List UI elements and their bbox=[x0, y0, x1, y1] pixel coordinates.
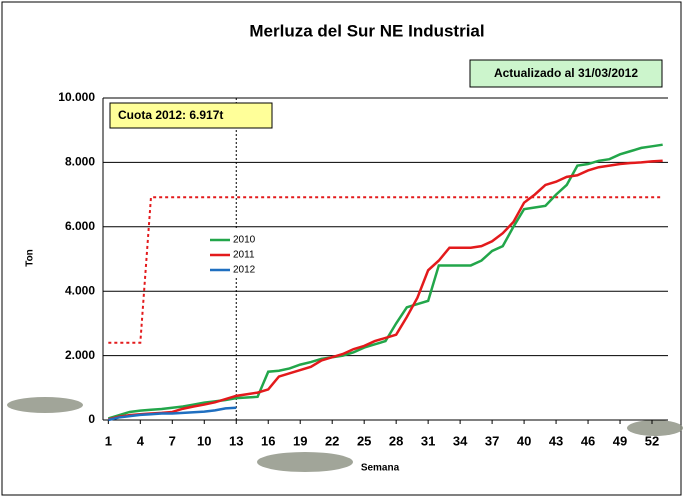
fish bbox=[7, 397, 683, 472]
x-tick-label: 16 bbox=[261, 433, 275, 448]
series-line bbox=[108, 159, 663, 421]
y-tick-label: 0 bbox=[88, 412, 95, 426]
update-box bbox=[469, 59, 663, 88]
x-tick-label: 34 bbox=[453, 433, 468, 448]
x-tick-label: 7 bbox=[169, 433, 176, 448]
x-tick-label: 31 bbox=[421, 433, 435, 448]
x-tick-label: 37 bbox=[485, 433, 499, 448]
x-axis-label: Semana bbox=[361, 463, 400, 474]
x-tick-label: 4 bbox=[137, 433, 145, 448]
x-tick-label: 43 bbox=[549, 433, 563, 448]
legend-label: 2011 bbox=[233, 250, 255, 261]
series-line bbox=[108, 406, 237, 422]
x-tick-label: 10 bbox=[197, 433, 211, 448]
x-tick-label: 49 bbox=[613, 433, 627, 448]
series-line bbox=[107, 143, 663, 420]
y-axis-label: Ton bbox=[25, 249, 36, 267]
y-tick-label: 10.000 bbox=[58, 90, 95, 104]
x-tick-label: 13 bbox=[229, 433, 243, 448]
y-tick-label: 6.000 bbox=[65, 219, 95, 233]
chart-title: Merluza del Sur NE Industrial bbox=[249, 21, 484, 40]
x-tick-label: 52 bbox=[645, 433, 659, 448]
quota-box bbox=[109, 102, 273, 129]
quota-note: Cuota 2012: 6.917t bbox=[118, 108, 223, 122]
y-tick-label: 2.000 bbox=[65, 348, 95, 362]
legend-label: 2010 bbox=[233, 235, 256, 246]
x-tick-label: 22 bbox=[325, 433, 339, 448]
x-tick-label: 19 bbox=[293, 433, 307, 448]
legend-label: 2012 bbox=[233, 265, 256, 276]
x-tick-label: 28 bbox=[389, 433, 403, 448]
x-tick-label: 25 bbox=[357, 433, 371, 448]
y-tick-label: 8.000 bbox=[65, 155, 95, 169]
update-note: Actualizado al 31/03/2012 bbox=[494, 66, 638, 80]
x-tick-label: 1 bbox=[105, 433, 112, 448]
x-tick-label: 40 bbox=[517, 433, 531, 448]
y-tick-label: 4.000 bbox=[65, 283, 95, 297]
x-tick-label: 46 bbox=[581, 433, 595, 448]
